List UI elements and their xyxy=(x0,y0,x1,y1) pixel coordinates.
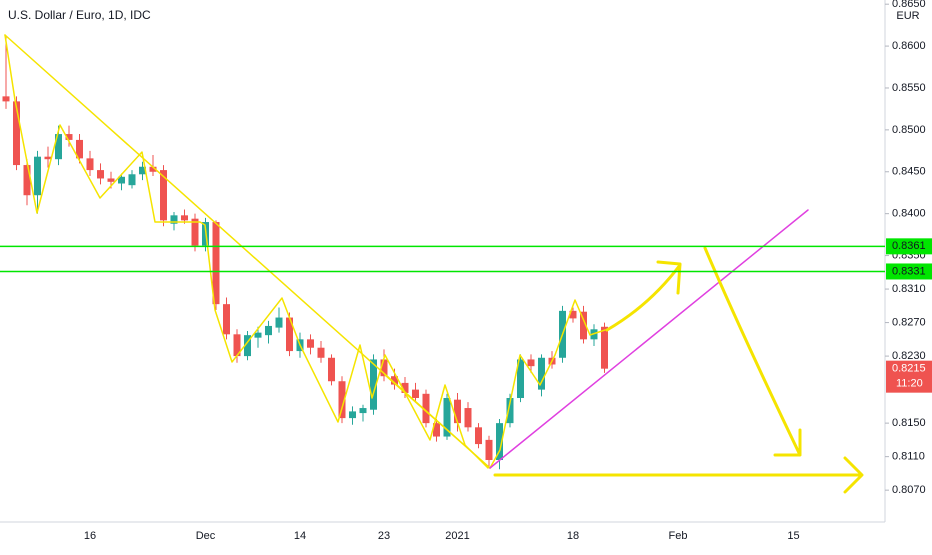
candle-body xyxy=(380,359,388,377)
candle-body xyxy=(65,134,73,140)
y-tick-label: 0.8110 xyxy=(892,451,925,463)
candle-body xyxy=(286,317,293,352)
candle-body xyxy=(464,408,472,428)
candle-body xyxy=(307,339,314,348)
candle-body xyxy=(191,218,199,246)
candle-body xyxy=(212,222,220,305)
arrow xyxy=(703,246,802,457)
drawings xyxy=(4,34,864,494)
candle-body xyxy=(370,359,377,410)
candle-body xyxy=(580,311,587,340)
price-label: 0.8361 xyxy=(892,240,926,252)
candle-body xyxy=(317,347,325,358)
candle-body xyxy=(265,325,272,336)
candle-body xyxy=(601,326,608,369)
candle-body xyxy=(181,215,188,221)
candle-body xyxy=(2,96,10,102)
x-tick-label: Feb xyxy=(669,530,688,542)
candle-body xyxy=(233,334,241,357)
y-tick-label: 0.8230 xyxy=(892,350,926,362)
axes xyxy=(0,0,886,523)
candle-body xyxy=(128,174,136,186)
last-price: 0.8215 xyxy=(892,363,926,375)
y-tick-label: 0.8500 xyxy=(892,124,926,136)
candle-body xyxy=(538,357,545,390)
candle-body xyxy=(454,399,461,424)
candle-body xyxy=(349,411,356,419)
candle-body xyxy=(275,317,283,328)
y-tick-label: 0.8310 xyxy=(892,283,926,295)
candle-body xyxy=(412,389,419,398)
candle-body xyxy=(401,382,409,393)
candle-body xyxy=(160,170,167,221)
candle-body xyxy=(422,393,430,424)
trend-line xyxy=(384,374,491,469)
x-tick-label: 15 xyxy=(787,530,799,542)
countdown: 11:20 xyxy=(896,378,923,390)
candle-body xyxy=(433,423,440,437)
arrow xyxy=(605,260,682,332)
arrow xyxy=(493,456,864,494)
candle-body xyxy=(223,304,230,335)
currency: EUR xyxy=(896,10,919,22)
candle-body xyxy=(44,156,52,160)
candle-body xyxy=(34,156,41,196)
candle-body xyxy=(391,376,398,385)
y-tick-label: 0.8650 xyxy=(892,0,926,10)
y-tick-label: 0.8550 xyxy=(892,82,926,94)
y-tick-label: 0.8150 xyxy=(892,417,926,429)
candle-body xyxy=(338,381,346,419)
candle-body xyxy=(443,397,451,437)
y-tick-label: 0.8400 xyxy=(892,208,926,220)
candle-body xyxy=(569,310,577,319)
candle-body xyxy=(485,439,493,460)
zigzag xyxy=(489,299,606,469)
candle-body xyxy=(254,332,262,338)
candle-body xyxy=(506,397,514,424)
candle-body xyxy=(475,427,482,445)
candle-body xyxy=(13,101,20,166)
candle-body xyxy=(328,357,335,382)
candle-body xyxy=(139,166,146,175)
price-label-bg xyxy=(886,263,932,280)
candles xyxy=(2,36,608,470)
price-label-bg xyxy=(886,238,932,255)
candle-body xyxy=(527,359,535,367)
price-label: 0.8331 xyxy=(892,265,926,277)
candle-body xyxy=(86,158,94,171)
candle-body xyxy=(517,359,524,398)
y-tick-label: 0.8450 xyxy=(892,166,926,178)
x-tick-label: Dec xyxy=(196,530,216,542)
candle-body xyxy=(23,165,31,196)
x-tick-label: 14 xyxy=(294,530,306,542)
candle-body xyxy=(496,423,503,460)
candle-body xyxy=(97,170,104,179)
x-tick-label: 23 xyxy=(378,530,390,542)
x-tick-label: 2021 xyxy=(445,530,469,542)
chart-title: U.S. Dollar / Euro, 1D, IDC xyxy=(8,8,151,22)
zigzag xyxy=(4,34,489,469)
candle-body xyxy=(170,215,178,224)
x-tick-label: 16 xyxy=(84,530,96,542)
y-tick-label: 0.8070 xyxy=(892,484,926,496)
candle-body xyxy=(244,335,251,357)
candle-body xyxy=(359,408,367,414)
last-price-bg xyxy=(886,360,932,393)
candle-body xyxy=(55,134,62,160)
candle-body xyxy=(118,176,125,184)
candle-body xyxy=(76,139,83,159)
candle-body xyxy=(107,178,115,182)
y-tick-label: 0.8600 xyxy=(892,40,926,52)
y-tick-label: 0.8270 xyxy=(892,316,926,328)
x-tick-label: 18 xyxy=(567,530,579,542)
candle-body xyxy=(149,166,157,172)
trend-line xyxy=(489,209,809,469)
